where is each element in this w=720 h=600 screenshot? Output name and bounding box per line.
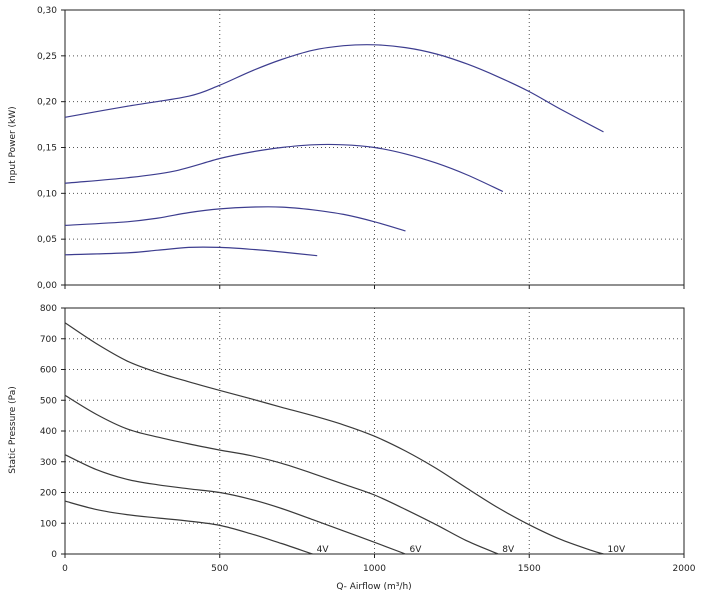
airflow-x-tick-label: 1500 (518, 564, 541, 574)
pressure-curve-1 (64, 322, 604, 555)
power-curve-4 (64, 246, 318, 257)
power-curve-1 (64, 44, 604, 133)
input-power-panel: Input Power (kW) 0,00 0,05 0,10 0,15 0,20 0,2… (8, 6, 685, 291)
power-y-tick-label: 0,15 (37, 144, 57, 154)
pressure-y-tick-label: 500 (40, 396, 57, 406)
curve-label-6v: 6V (410, 545, 423, 555)
pressure-y-tick-label: 0 (51, 550, 57, 560)
power-y-tick-label: 0,10 (37, 189, 57, 199)
static-pressure-axis-title: Static Pressure (Pa) (8, 386, 18, 473)
pressure-y-tick-label: 300 (40, 458, 57, 468)
pressure-y-tick-label: 400 (40, 427, 57, 437)
pressure-y-tick-label: 800 (40, 304, 57, 314)
airflow-axis-title: Q- Airflow (m³/h) (336, 582, 411, 592)
airflow-x-tick-label: 1000 (363, 564, 386, 574)
power-y-tick-label: 0,30 (37, 6, 57, 16)
power-y-tick-label: 0,25 (37, 52, 57, 62)
power-y-tick-label: 0,20 (37, 98, 57, 108)
static-pressure-panel: Static Pressure (Pa) Q- Airflow (m³/h) 0… (8, 304, 696, 592)
pressure-curve-3 (64, 454, 406, 555)
curve-label-10v: 10V (608, 545, 626, 555)
airflow-x-tick-label: 500 (211, 564, 228, 574)
pressure-curve-4 (64, 500, 313, 555)
pressure-y-tick-label: 200 (40, 489, 57, 499)
power-curve-3 (64, 206, 406, 232)
input-power-axis-title: Input Power (kW) (8, 106, 18, 183)
pressure-y-tick-label: 100 (40, 519, 57, 529)
curve-label-4v: 4V (317, 545, 330, 555)
curve-label-8v: 8V (502, 545, 515, 555)
pressure-y-tick-label: 600 (40, 366, 57, 376)
airflow-x-tick-label: 2000 (673, 564, 696, 574)
power-curve-2 (64, 143, 504, 193)
pressure-curve-2 (64, 394, 499, 555)
airflow-x-tick-label: 0 (62, 564, 68, 574)
power-y-tick-label: 0,05 (37, 235, 57, 245)
pressure-y-tick-label: 700 (40, 335, 57, 345)
power-y-tick-label: 0,00 (37, 281, 57, 291)
